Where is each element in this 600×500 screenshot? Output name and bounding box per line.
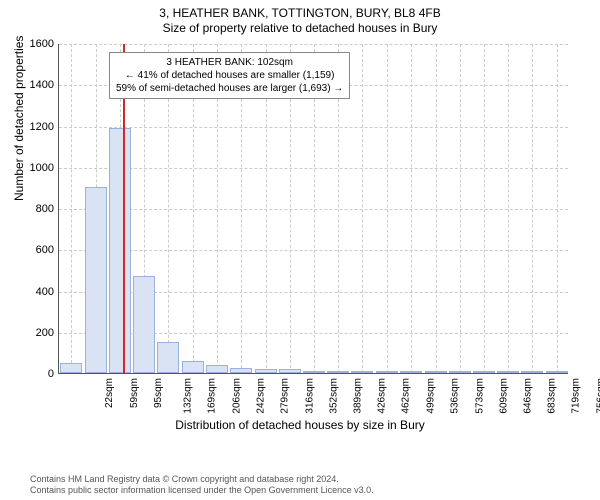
histogram-bar bbox=[60, 363, 82, 373]
histogram-bar bbox=[279, 369, 301, 373]
xtick-label: 206sqm bbox=[232, 378, 243, 414]
histogram-bar bbox=[133, 276, 155, 373]
title-line-1: 3, HEATHER BANK, TOTTINGTON, BURY, BL8 4… bbox=[0, 6, 600, 21]
xtick-label: 352sqm bbox=[328, 378, 339, 414]
footer-line-2: Contains public sector information licen… bbox=[30, 485, 600, 496]
histogram-bar bbox=[303, 371, 325, 373]
histogram-bar bbox=[85, 187, 107, 373]
xtick-label: 59sqm bbox=[129, 378, 140, 408]
plot-area: 3 HEATHER BANK: 102sqm ← 41% of detached… bbox=[58, 44, 568, 374]
xtick-label: 756sqm bbox=[595, 378, 600, 414]
annotation-line-1: 3 HEATHER BANK: 102sqm bbox=[116, 56, 343, 69]
xtick-label: 22sqm bbox=[104, 378, 115, 408]
gridline-v bbox=[387, 44, 388, 373]
histogram-bar bbox=[255, 369, 277, 373]
gridline-v bbox=[532, 44, 533, 373]
xtick-label: 242sqm bbox=[255, 378, 266, 414]
ytick-label: 600 bbox=[14, 244, 54, 256]
footer-line-1: Contains HM Land Registry data © Crown c… bbox=[30, 474, 600, 485]
ytick-label: 1600 bbox=[14, 38, 54, 50]
xtick-label: 132sqm bbox=[183, 378, 194, 414]
gridline-v bbox=[436, 44, 437, 373]
xtick-label: 426sqm bbox=[377, 378, 388, 414]
gridline-v bbox=[460, 44, 461, 373]
ytick-label: 400 bbox=[14, 286, 54, 298]
xtick-label: 279sqm bbox=[280, 378, 291, 414]
ytick-label: 200 bbox=[14, 327, 54, 339]
gridline-v bbox=[71, 44, 72, 373]
histogram-bar bbox=[400, 371, 422, 373]
ytick-label: 800 bbox=[14, 203, 54, 215]
xtick-label: 462sqm bbox=[401, 378, 412, 414]
ytick-label: 1200 bbox=[14, 121, 54, 133]
histogram-bar bbox=[327, 371, 349, 373]
chart-container: Number of detached properties 3 HEATHER … bbox=[0, 38, 600, 438]
annotation-box: 3 HEATHER BANK: 102sqm ← 41% of detached… bbox=[109, 52, 350, 99]
xtick-label: 316sqm bbox=[304, 378, 315, 414]
xtick-label: 646sqm bbox=[523, 378, 534, 414]
histogram-bar bbox=[230, 368, 252, 373]
histogram-bar bbox=[182, 361, 204, 373]
histogram-bar bbox=[449, 371, 471, 373]
x-axis-label: Distribution of detached houses by size … bbox=[0, 418, 600, 432]
xtick-label: 683sqm bbox=[547, 378, 558, 414]
histogram-bar bbox=[425, 371, 447, 373]
gridline-v bbox=[484, 44, 485, 373]
histogram-bar bbox=[497, 371, 519, 373]
y-axis-label: Number of detached properties bbox=[12, 36, 26, 201]
histogram-bar bbox=[157, 342, 179, 373]
histogram-bar bbox=[521, 371, 543, 373]
ytick-label: 1400 bbox=[14, 79, 54, 91]
histogram-bar bbox=[206, 365, 228, 373]
xtick-label: 499sqm bbox=[425, 378, 436, 414]
title-line-2: Size of property relative to detached ho… bbox=[0, 21, 600, 36]
histogram-bar bbox=[546, 371, 568, 373]
xtick-label: 95sqm bbox=[153, 378, 164, 408]
histogram-bar bbox=[376, 371, 398, 373]
gridline-v bbox=[362, 44, 363, 373]
xtick-label: 719sqm bbox=[571, 378, 582, 414]
chart-title-block: 3, HEATHER BANK, TOTTINGTON, BURY, BL8 4… bbox=[0, 0, 600, 36]
histogram-bar bbox=[351, 371, 373, 373]
ytick-label: 1000 bbox=[14, 162, 54, 174]
gridline-v bbox=[508, 44, 509, 373]
histogram-bar bbox=[473, 371, 495, 373]
gridline-v bbox=[557, 44, 558, 373]
histogram-bar bbox=[109, 128, 131, 373]
footer-attribution: Contains HM Land Registry data © Crown c… bbox=[0, 474, 600, 497]
xtick-label: 573sqm bbox=[474, 378, 485, 414]
xtick-label: 609sqm bbox=[498, 378, 509, 414]
annotation-line-2: ← 41% of detached houses are smaller (1,… bbox=[116, 69, 343, 82]
xtick-label: 169sqm bbox=[207, 378, 218, 414]
xtick-label: 536sqm bbox=[450, 378, 461, 414]
xtick-label: 389sqm bbox=[353, 378, 364, 414]
annotation-line-3: 59% of semi-detached houses are larger (… bbox=[116, 82, 343, 95]
gridline-v bbox=[411, 44, 412, 373]
ytick-label: 0 bbox=[14, 368, 54, 380]
